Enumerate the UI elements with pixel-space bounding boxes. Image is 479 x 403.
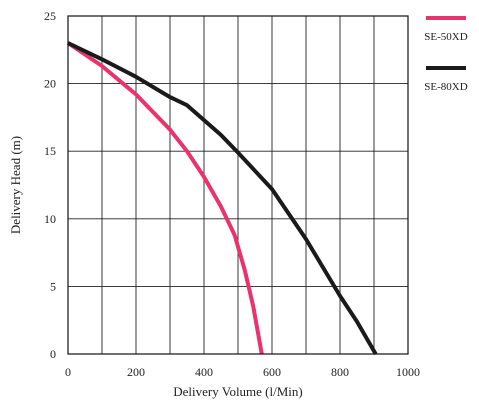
series-line-se-80xd bbox=[67, 41, 378, 355]
x-tick-label: 1000 bbox=[396, 365, 420, 379]
y-tick-label: 15 bbox=[44, 144, 56, 158]
plot-frame bbox=[67, 15, 409, 355]
x-axis-label: Delivery Volume (l/Min) bbox=[173, 384, 303, 399]
x-axis-ticks: 0 200 400 600 800 1000 bbox=[65, 365, 420, 379]
y-tick-label: 5 bbox=[50, 279, 56, 293]
x-tick-label: 800 bbox=[331, 365, 349, 379]
y-tick-label: 20 bbox=[44, 77, 56, 91]
legend: SE-50XD SE-80XD bbox=[424, 16, 468, 93]
series-line-se-50xd bbox=[66, 41, 264, 355]
x-tick-label: 0 bbox=[65, 365, 71, 379]
legend-label: SE-80XD bbox=[424, 81, 467, 93]
y-tick-label: 10 bbox=[44, 212, 56, 226]
y-tick-label: 25 bbox=[44, 9, 56, 23]
x-tick-label: 200 bbox=[127, 365, 145, 379]
y-axis-ticks: 0 5 10 15 20 25 bbox=[44, 9, 56, 361]
legend-label: SE-50XD bbox=[424, 31, 467, 43]
series-lines bbox=[66, 41, 378, 355]
y-tick-label: 0 bbox=[50, 347, 56, 361]
x-tick-label: 400 bbox=[195, 365, 213, 379]
grid bbox=[68, 16, 408, 354]
y-axis-label: Delivery Head (m) bbox=[8, 136, 23, 234]
x-tick-label: 600 bbox=[263, 365, 281, 379]
